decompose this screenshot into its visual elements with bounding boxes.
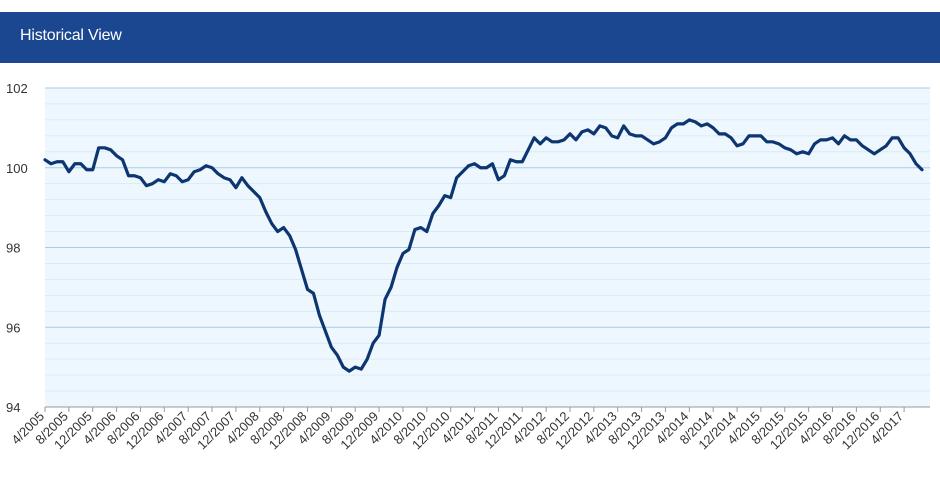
y-tick-label: 98	[6, 241, 20, 256]
y-tick-label: 102	[6, 81, 28, 96]
y-tick-label: 96	[6, 320, 20, 335]
y-tick-label: 94	[6, 400, 20, 415]
y-axis-ticks: 102 100 98 96 94	[6, 81, 28, 415]
x-axis-ticks: 4/20058/200512/20054/20068/200612/20064/…	[8, 406, 930, 452]
chart-title: Historical View	[20, 27, 122, 44]
y-tick-label: 100	[6, 161, 28, 176]
chart-header-bar: Historical View	[0, 12, 940, 63]
series-line-index	[43, 118, 924, 373]
grid-lines	[45, 87, 930, 408]
